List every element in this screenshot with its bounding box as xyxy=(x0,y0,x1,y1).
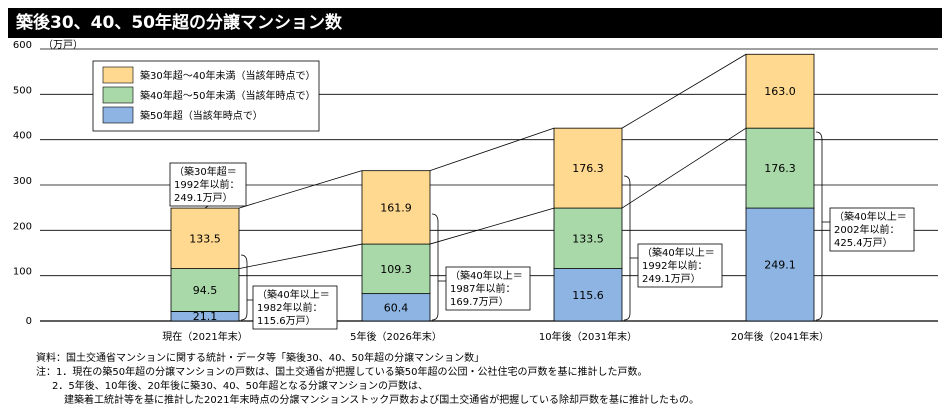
callout-text: （築30年超＝ xyxy=(174,165,237,178)
callout-box xyxy=(169,162,247,207)
connector-line xyxy=(429,207,555,245)
y-tick-label: 600 xyxy=(13,40,32,51)
value-label: 133.5 xyxy=(572,232,604,245)
callout-text: 1987年以前： xyxy=(450,282,515,295)
legend-swatch xyxy=(102,66,134,84)
callout-box xyxy=(252,285,338,330)
chart-title: 築後30、40、50年超の分譲マンション数 xyxy=(8,8,942,38)
bar-segment xyxy=(170,207,240,269)
value-label: 176.3 xyxy=(572,162,604,175)
callout-leader xyxy=(204,205,209,209)
bar-segment xyxy=(745,207,815,322)
note-2a: 2．5年後、10年後、20年後に築30、40、50年超となる分譲マンションの戸数… xyxy=(52,381,429,392)
bar-segment xyxy=(745,53,815,129)
value-label: 60.4 xyxy=(384,301,409,314)
value-label: 163.0 xyxy=(764,85,796,98)
bar-segment xyxy=(170,268,240,312)
value-label: 94.5 xyxy=(193,284,218,297)
bar-segment xyxy=(361,170,431,245)
note-2b: 建築着工統計等を基に推計した2021年末時点の分譲マンションストック戸数および国… xyxy=(64,395,699,406)
value-label: 176.3 xyxy=(764,162,796,175)
callout-text: 425.4万戸） xyxy=(834,237,893,249)
bracket xyxy=(240,254,248,321)
x-tick-label: 10年後（2031年末） xyxy=(539,330,637,343)
callout-box xyxy=(445,266,531,311)
y-axis-unit-label: （万戸） xyxy=(43,39,83,51)
note-1: 注：1．現在の築50年超の分譲マンションの戸数は、国土交通省が把握している築50… xyxy=(36,367,648,378)
y-tick-label: 100 xyxy=(13,267,32,278)
legend-label: 築40年超～50年未満（当該年時点で） xyxy=(140,89,315,102)
y-tick-label: 200 xyxy=(13,221,32,232)
bracket xyxy=(815,131,823,321)
value-label: 161.9 xyxy=(380,201,412,214)
bar-segment xyxy=(361,293,431,322)
x-tick-label: 現在（2021年末） xyxy=(162,330,247,343)
callout-text: 1992年以前： xyxy=(642,259,707,272)
callout-box xyxy=(829,207,915,252)
y-tick-label: 400 xyxy=(13,131,32,142)
bar-segment xyxy=(553,207,623,269)
bracket xyxy=(431,213,439,321)
value-label: 109.3 xyxy=(380,263,412,276)
legend-swatch xyxy=(102,86,134,104)
callout-box xyxy=(637,243,723,288)
notes: 資料：国土交通省マンションに関する統計・データ等「築後30、40、50年超の分譲… xyxy=(36,352,699,408)
connector-line xyxy=(621,53,747,129)
callout-text: 115.6万戸） xyxy=(257,315,316,327)
callout-text: （築40年以上＝ xyxy=(642,246,715,259)
value-label: 249.1 xyxy=(764,259,796,272)
value-label: 115.6 xyxy=(572,289,604,302)
bracket xyxy=(623,175,631,321)
connector-line xyxy=(238,243,363,269)
callout-text: 1992年以前： xyxy=(174,178,239,191)
legend-label: 築50年超（当該年時点で） xyxy=(140,109,263,122)
x-tick-label: 5年後（2026年末） xyxy=(350,330,442,343)
callout-text: 249.1万戸） xyxy=(174,192,233,204)
callout-text: 169.7万戸） xyxy=(450,296,509,308)
connector-line xyxy=(429,127,555,172)
legend-swatch xyxy=(102,106,134,124)
y-tick-label: 300 xyxy=(13,176,32,187)
y-tick-label: 0 xyxy=(26,316,32,327)
bar-segment xyxy=(553,127,623,209)
value-label: 21.1 xyxy=(193,310,218,323)
callout-text: （築40年以上＝ xyxy=(834,210,907,223)
connector-line xyxy=(621,127,747,209)
callout-text: 2002年以前： xyxy=(834,223,899,236)
value-label: 133.5 xyxy=(189,232,221,245)
bar-segment xyxy=(361,243,431,295)
callout-text: 1982年以前： xyxy=(257,301,322,314)
stacked-bar-chart: 0 100 200 300 400 500 600 （万戸） 21.1 94.5 133.5 現在（2… xyxy=(13,39,938,343)
callout-text: （築40年以上＝ xyxy=(257,288,330,301)
legend-label: 築30年超～40年未満（当該年時点で） xyxy=(140,69,315,82)
callout-text: 249.1万戸） xyxy=(642,273,701,285)
y-tick-label: 500 xyxy=(13,85,32,96)
source-note: 資料：国土交通省マンションに関する統計・データ等「築後30、40、50年超の分譲… xyxy=(36,353,485,364)
x-tick-label: 20年後（2041年末） xyxy=(731,330,829,343)
callout-text: （築40年以上＝ xyxy=(450,269,523,282)
connector-line xyxy=(238,170,363,209)
